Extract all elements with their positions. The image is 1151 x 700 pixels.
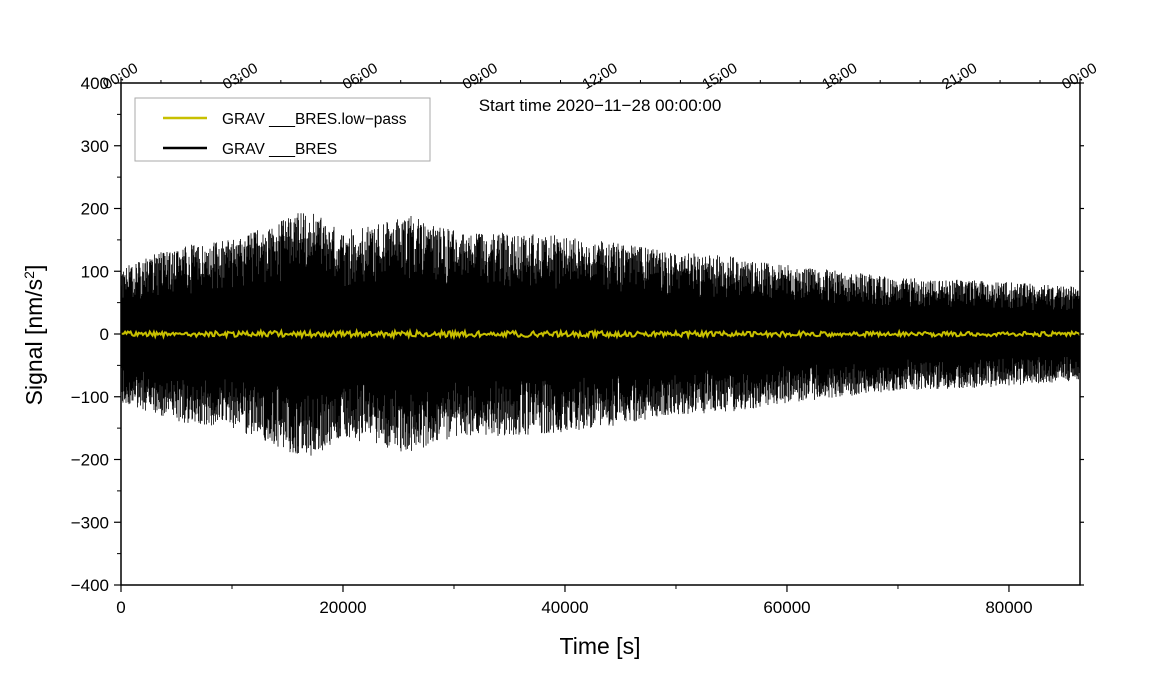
x-tick-label: 0 [116, 598, 125, 617]
x-tick-label: 40000 [541, 598, 588, 617]
y-tick-label: 200 [81, 200, 109, 219]
y-tick-label: −300 [71, 513, 109, 532]
x-axis-title: Time [s] [560, 633, 641, 659]
y-tick-label: 300 [81, 137, 109, 156]
x-tick-label: 60000 [763, 598, 810, 617]
legend-box [134, 97, 431, 162]
legend: GRAV ___BRES.low−pass GRAV ___BRES [134, 97, 431, 162]
x-tick-label: 20000 [319, 598, 366, 617]
y-axis-title-superscript: 2 [21, 271, 37, 279]
y-axis-title-end: ] [21, 265, 47, 271]
y-tick-label: −200 [71, 451, 109, 470]
legend-label-low-pass: GRAV ___BRES.low−pass [222, 111, 407, 128]
y-axis-title-main: Signal [nm/s [21, 279, 47, 406]
x-tick-label: 80000 [985, 598, 1032, 617]
series-low-pass-line [120, 327, 1081, 341]
y-tick-label: −100 [71, 388, 109, 407]
y-tick-label: 0 [100, 325, 109, 344]
series-low-pass [120, 327, 1081, 341]
y-axis-title: Signal [nm/s2] [21, 265, 47, 406]
y-tick-label: −400 [71, 576, 109, 595]
chart-subtitle: Start time 2020−11−28 00:00:00 [479, 96, 722, 115]
y-tick-label: 400 [81, 74, 109, 93]
legend-label-bres: GRAV ___BRES [222, 141, 337, 158]
y-tick-label: 100 [81, 262, 109, 281]
